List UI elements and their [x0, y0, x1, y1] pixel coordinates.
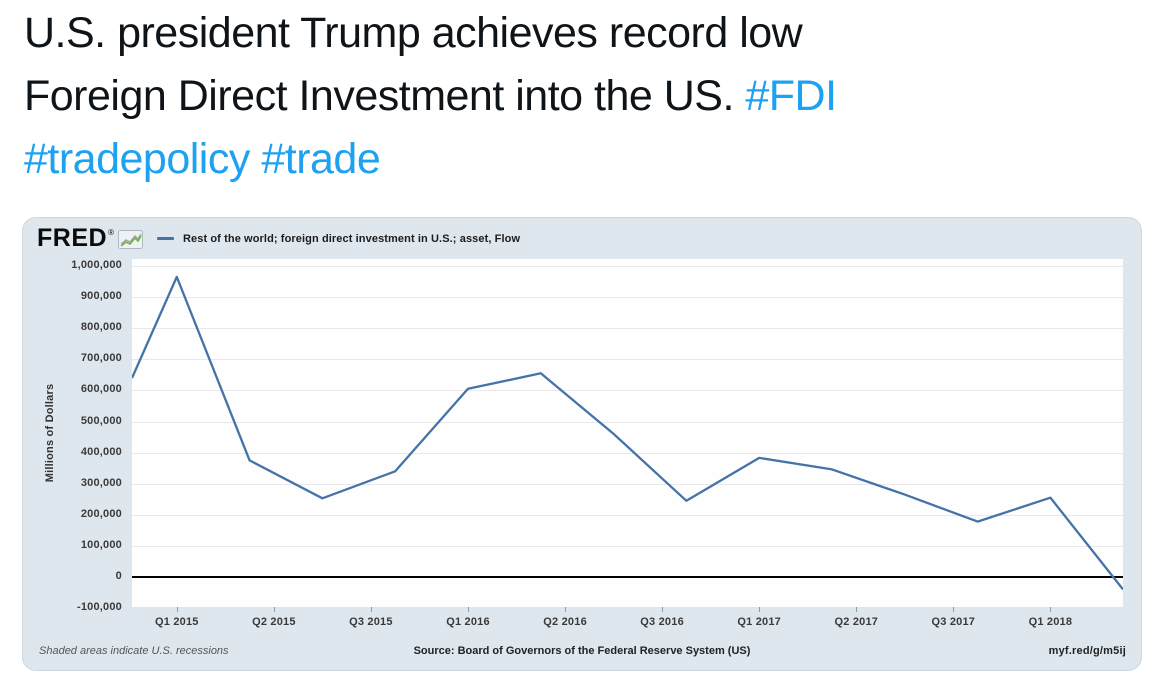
tweet-line: #tradepolicy #trade	[24, 128, 1134, 191]
fred-chart-card: FRED ® Rest of the world; foreign direct…	[22, 217, 1142, 671]
x-tick-label: Q2 2017	[834, 616, 879, 628]
y-tick-label: 200,000	[80, 508, 122, 520]
y-tick-label: 600,000	[80, 383, 122, 395]
fred-logo: FRED ®	[37, 226, 149, 251]
y-axis-labels: 1,000,000 900,000 800,000 700,000 600,000 500…	[23, 259, 122, 619]
x-axis-labels: Q1 2015 Q2 2015 Q3 2015 Q1 2016 Q2 2016 Q3 20…	[132, 607, 1123, 639]
x-tick-mark	[856, 607, 858, 612]
chart-legend: Rest of the world; foreign direct invest…	[156, 232, 521, 245]
chart-header: FRED ® Rest of the world; foreign direct…	[23, 218, 1141, 259]
x-tick-mark	[468, 607, 469, 612]
gridline	[132, 390, 1123, 391]
x-tick-mark	[1050, 607, 1052, 612]
hashtag-link[interactable]: #tradepolicy	[24, 135, 250, 183]
y-tick-label: 100,000	[80, 539, 122, 551]
legend-label: Rest of the world; foreign direct invest…	[182, 232, 521, 245]
legend-line-swatch	[156, 237, 174, 240]
y-tick-label: 1,000,000	[71, 259, 122, 271]
fred-sparkline-icon	[117, 230, 143, 249]
gridline	[132, 453, 1123, 454]
x-tick-mark	[176, 607, 178, 612]
x-tick-label: Q3 2015	[349, 616, 393, 628]
gridline	[132, 328, 1123, 329]
tweet-text-segment	[250, 135, 261, 183]
fred-logo-text: FRED	[37, 224, 108, 252]
plot-area	[132, 259, 1123, 607]
series-polyline	[132, 275, 1123, 591]
tweet-text-segment: U.S. president Trump achieves record low	[24, 9, 803, 57]
y-tick-label: 900,000	[80, 290, 122, 302]
y-tick-label: 700,000	[80, 352, 122, 364]
gridline	[132, 515, 1123, 516]
y-tick-label: 800,000	[80, 321, 122, 333]
gridline	[132, 297, 1123, 298]
short-url-link[interactable]: myf.red/g/m5ij	[1048, 645, 1126, 657]
x-tick-label: Q2 2015	[252, 616, 296, 628]
y-tick-label: -100,000	[76, 601, 122, 613]
y-tick-label: 300,000	[80, 477, 122, 489]
x-tick-mark	[759, 607, 761, 612]
x-tick-label: Q1 2015	[154, 616, 199, 628]
zero-line	[132, 576, 1123, 578]
x-tick-mark	[370, 607, 372, 612]
tweet-line: U.S. president Trump achieves record low	[24, 2, 1134, 65]
tweet-text-segment: Foreign Direct Investment into the US.	[24, 72, 746, 120]
hashtag-link[interactable]: #FDI	[745, 72, 837, 120]
registered-trademark-icon: ®	[108, 228, 114, 237]
x-tick-label: Q3 2016	[640, 616, 684, 628]
x-tick-label: Q1 2017	[737, 616, 781, 628]
x-tick-label: Q1 2018	[1028, 616, 1073, 628]
x-tick-mark	[565, 607, 567, 612]
gridline	[132, 359, 1123, 360]
chart-footer: Shaded areas indicate U.S. recessions So…	[23, 645, 1141, 661]
gridline	[132, 484, 1123, 485]
y-tick-label: 0	[115, 570, 122, 582]
recession-note: Shaded areas indicate U.S. recessions	[39, 645, 229, 657]
x-tick-mark	[273, 607, 275, 612]
hashtag-link[interactable]: #trade	[261, 135, 381, 183]
y-tick-label: 500,000	[80, 415, 122, 427]
gridline	[132, 266, 1123, 267]
x-tick-label: Q1 2016	[446, 616, 490, 628]
source-note: Source: Board of Governors of the Federa…	[413, 645, 751, 657]
y-tick-label: 400,000	[80, 446, 122, 458]
gridline	[132, 546, 1123, 547]
fdi-data-line	[132, 275, 1123, 591]
x-tick-mark	[662, 607, 664, 612]
tweet-text: U.S. president Trump achieves record low…	[24, 2, 1134, 191]
x-tick-label: Q2 2016	[543, 616, 587, 628]
x-tick-label: Q3 2017	[931, 616, 976, 628]
x-tick-mark	[953, 607, 955, 612]
tweet-line: Foreign Direct Investment into the US. #…	[24, 65, 1134, 128]
gridline	[132, 422, 1123, 423]
